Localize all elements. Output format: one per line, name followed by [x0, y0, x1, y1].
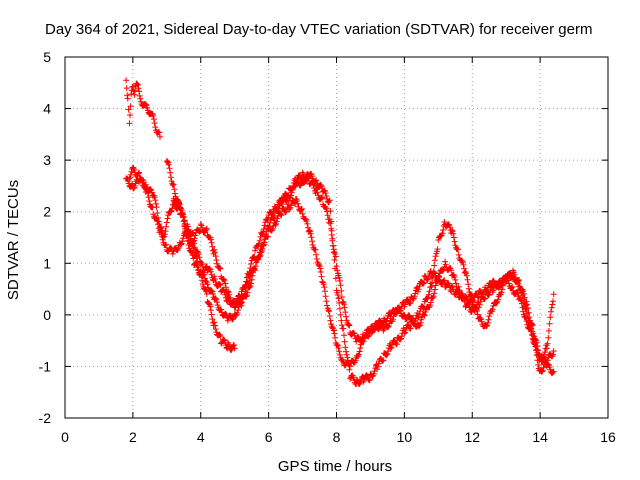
x-tick-label: 8: [333, 429, 341, 445]
grid-lines: [65, 57, 608, 418]
y-tick-label: -2: [39, 410, 52, 426]
y-axis-ticks: -2 -1 0 1 2 3 4 5: [39, 49, 608, 426]
series-trace-a: [123, 77, 163, 140]
x-tick-label: 14: [532, 429, 548, 445]
chart-title: Day 364 of 2021, Sidereal Day-to-day VTE…: [45, 21, 592, 38]
y-tick-label: 0: [43, 307, 51, 323]
y-tick-label: 5: [43, 49, 51, 65]
data-points: [123, 77, 557, 387]
y-tick-label: 3: [43, 152, 51, 168]
y-tick-label: 2: [43, 204, 51, 220]
y-tick-label: -1: [39, 358, 52, 374]
x-tick-label: 6: [265, 429, 273, 445]
series-markers: [126, 164, 557, 364]
x-tick-label: 12: [464, 429, 480, 445]
x-axis-ticks: 0 2 4 6 8 10 12 14 16: [61, 57, 616, 445]
series-trace-e: [163, 158, 238, 353]
y-tick-label: 4: [43, 101, 51, 117]
x-tick-label: 10: [397, 429, 413, 445]
x-axis-label: GPS time / hours: [278, 458, 392, 475]
y-axis-label: SDTVAR / TECUs: [5, 180, 22, 300]
series-trace-d: [170, 170, 557, 387]
x-tick-label: 2: [129, 429, 137, 445]
y-tick-label: 1: [43, 255, 51, 271]
x-tick-label: 16: [600, 429, 616, 445]
series-markers: [123, 77, 163, 140]
series-trace-c: [126, 164, 557, 364]
series-markers: [163, 158, 238, 353]
x-tick-label: 4: [197, 429, 205, 445]
x-tick-label: 0: [61, 429, 69, 445]
series-markers: [170, 170, 557, 387]
